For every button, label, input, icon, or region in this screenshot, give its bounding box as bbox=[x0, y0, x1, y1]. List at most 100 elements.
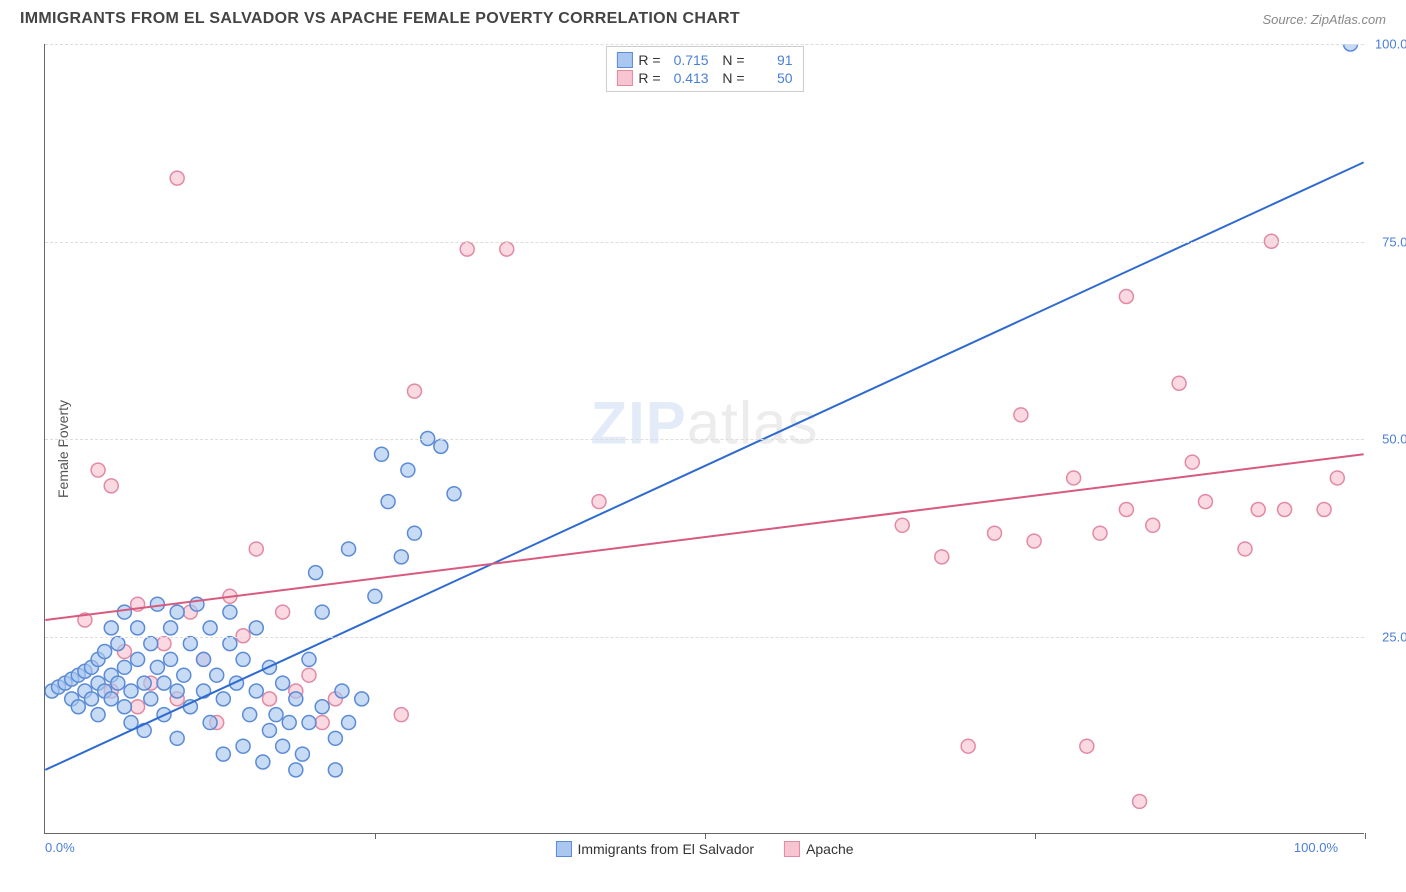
data-point bbox=[243, 708, 257, 722]
grid-line-h bbox=[45, 242, 1364, 243]
data-point bbox=[124, 716, 138, 730]
data-point bbox=[935, 550, 949, 564]
data-point bbox=[137, 676, 151, 690]
y-tick-label: 100.0% bbox=[1375, 37, 1406, 52]
swatch-series2 bbox=[616, 70, 632, 86]
data-point bbox=[58, 676, 72, 690]
data-point bbox=[104, 621, 118, 635]
grid-line-h bbox=[45, 439, 1364, 440]
x-axis-max-label: 100.0% bbox=[1294, 840, 1338, 855]
data-point bbox=[164, 652, 178, 666]
data-point bbox=[150, 597, 164, 611]
data-point bbox=[295, 747, 309, 761]
regression-line bbox=[45, 162, 1363, 770]
data-point bbox=[197, 652, 211, 666]
chart-source: Source: ZipAtlas.com bbox=[1262, 12, 1386, 27]
legend-n-label: N = bbox=[715, 70, 745, 86]
data-point bbox=[1146, 518, 1160, 532]
data-point bbox=[170, 171, 184, 185]
legend-r-value-1: 0.715 bbox=[667, 52, 709, 68]
legend-r-label: R = bbox=[638, 52, 660, 68]
data-point bbox=[895, 518, 909, 532]
data-point bbox=[170, 692, 184, 706]
data-point bbox=[1119, 503, 1133, 517]
data-point bbox=[117, 605, 131, 619]
watermark-zip: ZIP bbox=[590, 389, 686, 456]
data-point bbox=[1027, 534, 1041, 548]
data-point bbox=[375, 447, 389, 461]
data-point bbox=[104, 479, 118, 493]
data-point bbox=[91, 463, 105, 477]
data-point bbox=[460, 242, 474, 256]
data-point bbox=[355, 692, 369, 706]
data-point bbox=[183, 700, 197, 714]
data-point bbox=[315, 700, 329, 714]
data-point bbox=[249, 621, 263, 635]
data-point bbox=[236, 739, 250, 753]
data-point bbox=[84, 692, 98, 706]
data-point bbox=[144, 676, 158, 690]
chart-header: IMMIGRANTS FROM EL SALVADOR VS APACHE FE… bbox=[0, 0, 1406, 32]
data-point bbox=[1343, 44, 1357, 51]
data-point bbox=[1119, 289, 1133, 303]
data-point bbox=[157, 676, 171, 690]
data-point bbox=[269, 708, 283, 722]
legend-row-series1: R = 0.715 N = 91 bbox=[616, 51, 792, 69]
plot-area: ZIPatlas R = 0.715 N = 91 R = 0.413 N = … bbox=[44, 44, 1364, 834]
data-point bbox=[104, 668, 118, 682]
data-point bbox=[183, 605, 197, 619]
x-axis-min-label: 0.0% bbox=[45, 840, 75, 855]
data-point bbox=[98, 645, 112, 659]
data-point bbox=[335, 684, 349, 698]
data-point bbox=[183, 637, 197, 651]
data-point bbox=[230, 676, 244, 690]
data-point bbox=[1185, 455, 1199, 469]
data-point bbox=[407, 384, 421, 398]
regression-line bbox=[45, 454, 1363, 620]
data-point bbox=[394, 708, 408, 722]
legend-row-series2: R = 0.413 N = 50 bbox=[616, 69, 792, 87]
y-tick-label: 75.0% bbox=[1382, 234, 1406, 249]
legend-item-series1: Immigrants from El Salvador bbox=[555, 841, 754, 857]
data-point bbox=[78, 613, 92, 627]
data-point bbox=[210, 716, 224, 730]
watermark: ZIPatlas bbox=[590, 388, 818, 457]
data-point bbox=[309, 566, 323, 580]
chart-container: Female Poverty ZIPatlas R = 0.715 N = 91… bbox=[44, 44, 1390, 854]
data-point bbox=[302, 652, 316, 666]
data-point bbox=[144, 637, 158, 651]
legend-n-label: N = bbox=[715, 52, 745, 68]
data-point bbox=[137, 723, 151, 737]
data-point bbox=[262, 660, 276, 674]
legend-item-series2: Apache bbox=[784, 841, 853, 857]
data-point bbox=[328, 763, 342, 777]
data-point bbox=[91, 708, 105, 722]
data-point bbox=[315, 605, 329, 619]
data-point bbox=[203, 716, 217, 730]
data-point bbox=[302, 668, 316, 682]
data-point bbox=[407, 526, 421, 540]
data-point bbox=[289, 763, 303, 777]
data-point bbox=[131, 621, 145, 635]
data-point bbox=[328, 692, 342, 706]
data-point bbox=[262, 692, 276, 706]
data-point bbox=[104, 692, 118, 706]
data-point bbox=[1080, 739, 1094, 753]
data-point bbox=[1133, 794, 1147, 808]
data-point bbox=[1278, 503, 1292, 517]
data-point bbox=[342, 542, 356, 556]
data-point bbox=[1014, 408, 1028, 422]
data-point bbox=[65, 672, 79, 686]
y-tick-label: 25.0% bbox=[1382, 629, 1406, 644]
data-point bbox=[434, 439, 448, 453]
data-point bbox=[1172, 376, 1186, 390]
data-point bbox=[256, 755, 270, 769]
data-point bbox=[249, 684, 263, 698]
data-point bbox=[170, 684, 184, 698]
data-point bbox=[592, 495, 606, 509]
data-point bbox=[197, 652, 211, 666]
data-point bbox=[117, 700, 131, 714]
data-point bbox=[988, 526, 1002, 540]
data-point bbox=[1317, 503, 1331, 517]
data-point bbox=[111, 676, 125, 690]
